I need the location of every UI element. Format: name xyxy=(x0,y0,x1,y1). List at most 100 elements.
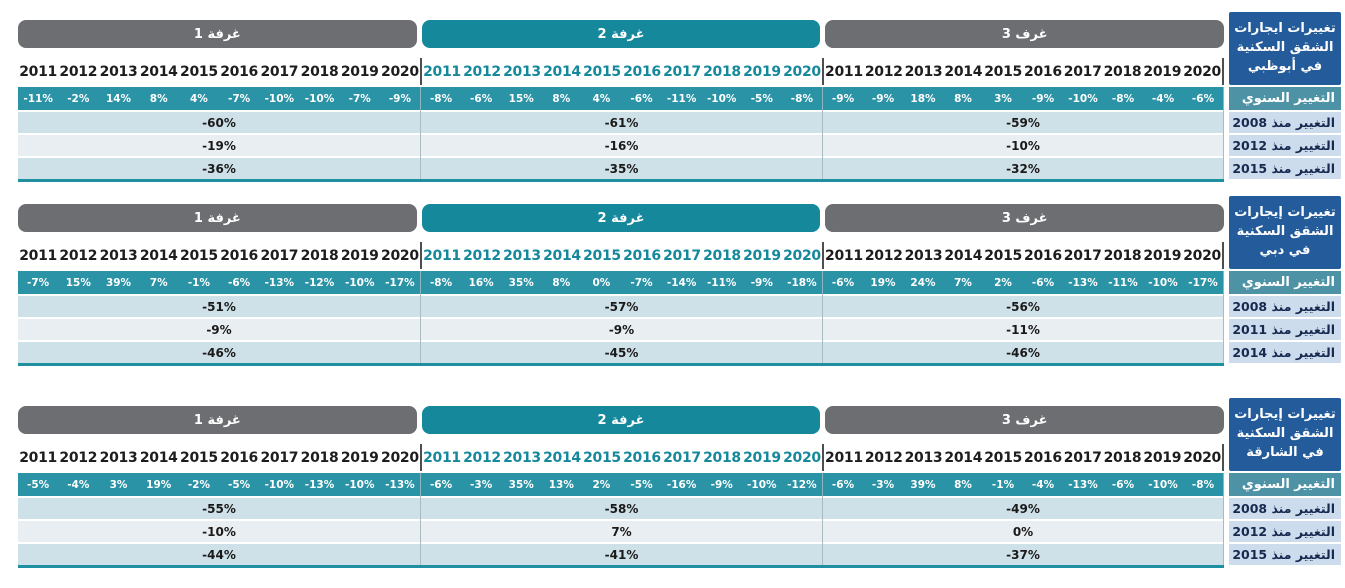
annual-change-value: -14% xyxy=(666,276,697,289)
annual-change-value: -3% xyxy=(470,478,493,491)
annual-change-value: -10% xyxy=(1068,92,1098,105)
cumulative-change-label: التغيير منذ 2015 xyxy=(1229,156,1341,179)
annual-change-value: -17% xyxy=(1188,276,1218,289)
annual-change-value: -9% xyxy=(871,92,895,105)
annual-change-value: -10% xyxy=(706,92,737,105)
annual-change-value: -6% xyxy=(228,276,251,289)
cumulative-change-value: -32% xyxy=(823,156,1223,179)
cumulative-change-column: -58% 7% -41% xyxy=(420,496,822,565)
bedroom-header-label: 1 غرفة xyxy=(193,26,241,42)
annual-change-value: -17% xyxy=(385,276,415,289)
cumulative-change-value: -10% xyxy=(18,519,420,542)
year-label: 2011 xyxy=(825,449,863,466)
cumulative-change-value: -37% xyxy=(823,542,1223,565)
annual-change-value: -10% xyxy=(304,92,335,105)
year-label: 2015 xyxy=(583,63,621,80)
cumulative-change-value: -46% xyxy=(18,340,420,363)
bedroom-header-pill: 1 غرفة xyxy=(18,406,417,434)
rent-data-table: 1 غرفة 2 غرفة 3 غرف xyxy=(18,406,1225,568)
year-label: 2019 xyxy=(340,63,379,80)
bedroom-header-pill: 2 غرفة xyxy=(421,204,821,232)
annual-change-value: -2% xyxy=(187,478,210,491)
annual-change-value: -7% xyxy=(348,92,371,105)
annual-change-value: -13% xyxy=(264,276,295,289)
cumulative-change-column: -56% -11% -46% xyxy=(822,294,1224,363)
city-tables: 1 غرفة 2 غرفة 3 غرف xyxy=(18,12,1341,568)
cumulative-change-value: -55% xyxy=(18,496,420,519)
annual-change-value: 4% xyxy=(592,92,611,105)
annual-change-value: 8% xyxy=(954,478,972,491)
annual-change-value: 2% xyxy=(592,478,611,491)
year-label: 2011 xyxy=(825,63,863,80)
bedroom-header-pill: 2 غرفة xyxy=(421,20,821,48)
rent-change-report: 1 غرفة 2 غرفة 3 غرف xyxy=(18,12,1341,568)
years-row: 2011 2012 2013 2014 2015 xyxy=(822,242,1224,269)
year-label: 2019 xyxy=(1143,63,1182,80)
bedroom-header-row: 1 غرفة 2 غرفة 3 غرف xyxy=(18,406,1225,434)
annual-change-value: -8% xyxy=(429,276,453,289)
annual-change-value: -13% xyxy=(1068,478,1098,491)
year-label: 2011 xyxy=(423,247,461,264)
cumulative-change-value: 0% xyxy=(823,519,1223,542)
city-table: 1 غرفة 2 غرفة 3 غرف xyxy=(18,12,1341,182)
row-labels-column: تغييرات إيجارات الشقق السكنية في دبي الت… xyxy=(1229,196,1341,363)
annual-change-value: -12% xyxy=(304,276,335,289)
year-label: 2018 xyxy=(1103,63,1142,80)
cumulative-change-labels: التغيير منذ 2008 التغيير منذ 2012 التغيي… xyxy=(1229,496,1341,565)
annual-change-value: -4% xyxy=(67,478,90,491)
cumulative-change-value: -36% xyxy=(18,156,420,179)
cumulative-change-column: -61% -16% -35% xyxy=(420,110,822,179)
bedroom-header-row: 1 غرفة 2 غرفة 3 غرف xyxy=(18,204,1225,232)
annual-change-value: -6% xyxy=(470,92,493,105)
bedroom-header-label: 1 غرفة xyxy=(193,210,241,226)
cumulative-change-value: -45% xyxy=(421,340,822,363)
year-label: 2014 xyxy=(139,247,178,264)
bedroom-header-label: 2 غرفة xyxy=(597,412,645,428)
annual-change-value: -12% xyxy=(787,478,817,491)
annual-change-value: -8% xyxy=(429,92,453,105)
year-label: 2013 xyxy=(99,63,138,80)
city-title: تغييرات إيجارات الشقق السكنية في دبي xyxy=(1229,196,1341,269)
annual-change-value: -1% xyxy=(187,276,210,289)
annual-change-row: -8% -6% 15% 8% 4% xyxy=(420,87,822,110)
year-label: 2020 xyxy=(1183,247,1221,264)
annual-change-value: -13% xyxy=(304,478,335,491)
bedroom-group: 2011 2012 2013 2014 2015 xyxy=(18,444,420,565)
cumulative-change-value: -51% xyxy=(18,294,420,317)
bedroom-groups: 2011 2012 2013 2014 2015 xyxy=(18,444,1224,565)
annual-change-value: -9% xyxy=(388,92,412,105)
cumulative-change-value: -11% xyxy=(823,317,1223,340)
cumulative-change-value: -9% xyxy=(421,317,822,340)
year-label: 2012 xyxy=(463,449,501,466)
city-title-line: في الشارقة xyxy=(1246,444,1324,460)
annual-change-value: -6% xyxy=(1191,92,1215,105)
annual-change-value: 14% xyxy=(105,92,132,105)
annual-change-row: -7% 15% 39% 7% -1% xyxy=(18,271,420,294)
year-label: 2013 xyxy=(503,247,541,264)
year-label: 2013 xyxy=(904,63,943,80)
year-label: 2014 xyxy=(944,247,983,264)
annual-change-value: -18% xyxy=(787,276,817,289)
bedroom-header-label: 3 غرف xyxy=(1001,412,1048,428)
year-label: 2017 xyxy=(260,247,299,264)
cumulative-change-value: -41% xyxy=(421,542,822,565)
bedroom-group: 2011 2012 2013 2014 2015 xyxy=(18,242,420,363)
year-label: 2020 xyxy=(381,63,419,80)
cumulative-change-value: -61% xyxy=(421,110,822,133)
annual-change-value: -10% xyxy=(264,92,295,105)
year-label: 2015 xyxy=(180,63,218,80)
year-label: 2016 xyxy=(220,449,258,466)
annual-change-value: -6% xyxy=(1031,276,1055,289)
annual-change-value: 13% xyxy=(548,478,574,491)
annual-change-value: 18% xyxy=(910,92,936,105)
year-label: 2016 xyxy=(220,63,258,80)
annual-change-value: 39% xyxy=(910,478,936,491)
annual-change-value: 15% xyxy=(508,92,534,105)
year-label: 2016 xyxy=(1024,247,1062,264)
bedroom-header-pill: 3 غرف xyxy=(825,20,1225,48)
year-label: 2015 xyxy=(984,247,1022,264)
cumulative-change-value: 7% xyxy=(421,519,822,542)
cumulative-change-label: التغيير منذ 2008 xyxy=(1229,294,1341,317)
cumulative-change-label: التغيير منذ 2015 xyxy=(1229,542,1341,565)
bedroom-group: 2011 2012 2013 2014 2015 xyxy=(420,444,822,565)
